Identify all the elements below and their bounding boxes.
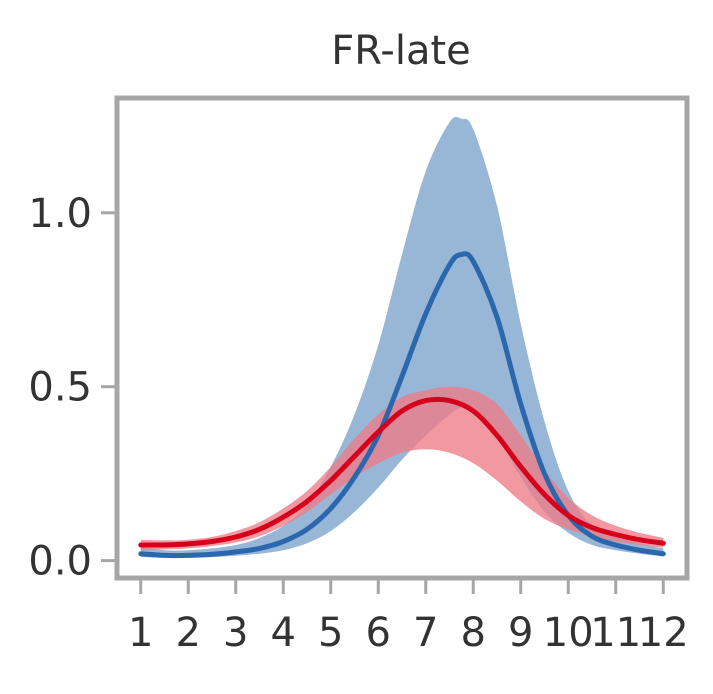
x-tick-label: 3 <box>223 610 248 656</box>
y-tick-label: 1.0 <box>28 191 92 237</box>
series-2-line <box>138 396 666 548</box>
x-tick-label: 1 <box>128 610 153 656</box>
x-tick-label: 5 <box>318 610 343 656</box>
x-tick-label: 11 <box>590 610 641 656</box>
confidence-bands <box>140 116 664 558</box>
series-2-band <box>140 386 664 551</box>
x-tick-label: 9 <box>508 610 533 656</box>
x-tick-label: 6 <box>366 610 391 656</box>
series-1-band <box>140 116 664 558</box>
x-tick-label: 4 <box>271 610 296 656</box>
chart-title: FR-late <box>331 28 471 74</box>
y-tick-label: 0.5 <box>28 365 92 411</box>
x-tick-label: 12 <box>638 610 689 656</box>
y-tick-label: 0.0 <box>28 539 92 585</box>
y-axis: 0.0 0.5 1.0 <box>28 191 115 585</box>
x-tick-label: 2 <box>176 610 201 656</box>
x-tick-label: 7 <box>413 610 438 656</box>
plot-frame <box>114 95 690 581</box>
x-tick-label: 10 <box>543 610 594 656</box>
series-lines <box>138 251 666 559</box>
x-tick-label: 8 <box>461 610 486 656</box>
